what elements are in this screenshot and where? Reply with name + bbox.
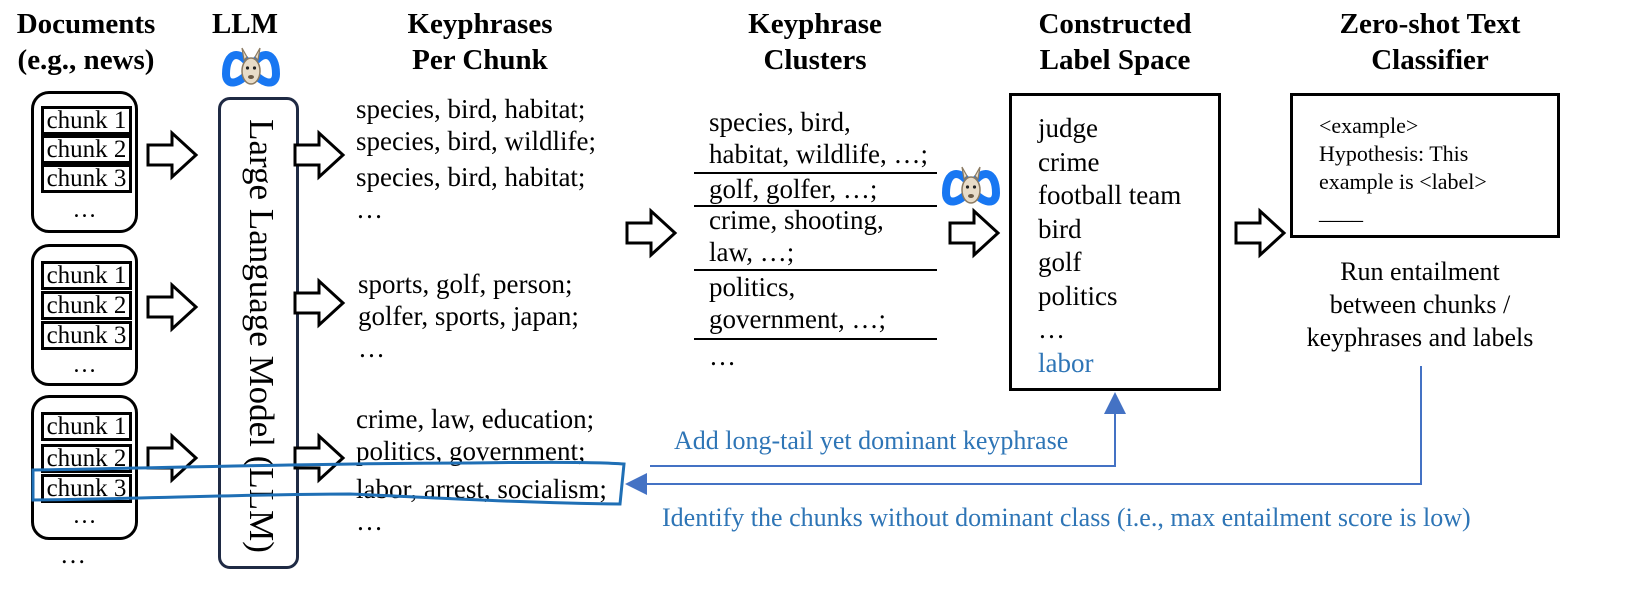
document-box: chunk 1 chunk 2 chunk 3 …	[31, 91, 138, 233]
meta-llama-logo-icon	[221, 47, 281, 87]
hollow-right-arrow-icon	[146, 131, 198, 179]
cluster-divider	[694, 172, 937, 174]
up-arrowhead-icon	[1104, 392, 1126, 414]
chunk-3: chunk 3	[41, 474, 132, 503]
label-item: politics	[1038, 280, 1118, 311]
chunk-ellipsis: …	[72, 197, 97, 223]
chunk-2: chunk 2	[41, 291, 132, 320]
cluster-ellipsis: …	[709, 341, 736, 371]
chunk-ellipsis: …	[72, 503, 97, 529]
keyphrase-group-1: species, bird, habitat; species, bird, w…	[356, 93, 596, 225]
more-documents-ellipsis: …	[60, 540, 86, 569]
hollow-right-arrow-icon	[1234, 209, 1286, 257]
hollow-right-arrow-icon	[146, 434, 198, 482]
document-box: chunk 1 chunk 2 chunk 3 …	[31, 395, 138, 540]
label-item: judge	[1038, 113, 1098, 143]
keyphrase-line: golfer, sports, japan;	[358, 301, 579, 331]
label-item: bird	[1038, 213, 1082, 244]
keyphrase-line: …	[356, 506, 383, 536]
keyphrase-line: species, bird, wildlife;	[356, 126, 596, 156]
keyphrase-group-3: crime, law, education; politics, governm…	[356, 403, 607, 537]
chunk-3: chunk 3	[41, 321, 132, 350]
label-list: judge crime football team bird golf poli…	[1038, 112, 1181, 380]
label-item: …	[1038, 314, 1065, 344]
keyphrase-line: crime, law, education;	[356, 404, 595, 434]
keyphrase-line: …	[358, 333, 385, 363]
label-space-header: Constructed Label Space	[1038, 8, 1192, 76]
classifier-box	[1290, 93, 1560, 238]
label-item: crime	[1038, 146, 1100, 177]
label-item-new: labor	[1038, 347, 1094, 378]
llm-header: LLM	[211, 8, 279, 40]
classifier-caption: Run entailment between chunks / keyphras…	[1306, 257, 1534, 352]
keyphrase-group-2: sports, golf, person; golfer, sports, ja…	[358, 268, 579, 364]
feedback-identify-label: Identify the chunks without dominant cla…	[662, 503, 1471, 532]
classifier-header: Zero-shot Text Classifier	[1339, 8, 1521, 76]
documents-header: Documents (e.g., news)	[16, 8, 156, 76]
chunk-1: chunk 1	[41, 261, 132, 290]
add-keyphrase-connector	[650, 412, 1116, 467]
hollow-right-arrow-icon	[625, 209, 677, 257]
label-space-box	[1009, 93, 1221, 391]
label-item: football team	[1038, 180, 1182, 210]
chunk-ellipsis: …	[72, 352, 97, 378]
hollow-right-arrow-icon	[948, 209, 1000, 257]
document-box: chunk 1 chunk 2 chunk 3 …	[31, 244, 138, 386]
clusters-header: Keyphrase Clusters	[748, 8, 882, 76]
keyphrases-header: Keyphrases Per Chunk	[407, 8, 553, 76]
cluster-4: politics, government, …;	[709, 272, 886, 334]
cluster-3: crime, shooting, law, …;	[709, 205, 884, 267]
classifier-template: <example> Hypothesis: This example is <l…	[1319, 113, 1487, 224]
cluster-1: species, bird, habitat, wildlife, …;	[709, 107, 928, 169]
hollow-right-arrow-icon	[293, 279, 345, 327]
identify-chunks-connector	[645, 366, 1422, 485]
hollow-right-arrow-icon	[293, 131, 345, 179]
cluster-divider	[694, 205, 937, 207]
cluster-2: golf, golfer, …;	[709, 174, 878, 204]
chunk-3: chunk 3	[41, 164, 132, 193]
hollow-right-arrow-icon	[293, 434, 345, 482]
chunk-1: chunk 1	[41, 412, 132, 441]
cluster-divider	[694, 338, 937, 340]
llm-box: Large Language Model (LLM)	[218, 97, 299, 569]
label-item: golf	[1038, 247, 1082, 277]
left-arrowhead-icon	[625, 473, 647, 495]
keyphrase-line: …	[356, 194, 383, 224]
chunk-2: chunk 2	[41, 135, 132, 164]
hollow-right-arrow-icon	[146, 283, 198, 331]
keyphrase-line: sports, golf, person;	[358, 269, 573, 299]
highlight-outline	[31, 460, 626, 506]
keyphrase-line: species, bird, habitat;	[356, 94, 586, 124]
cluster-divider	[694, 269, 937, 271]
chunk-2: chunk 2	[41, 444, 132, 473]
chunk-1: chunk 1	[41, 106, 132, 135]
meta-llama-logo-icon	[941, 166, 1001, 206]
feedback-add-label: Add long-tail yet dominant keyphrase	[674, 426, 1069, 455]
keyphrase-line: species, bird, habitat;	[356, 162, 586, 192]
